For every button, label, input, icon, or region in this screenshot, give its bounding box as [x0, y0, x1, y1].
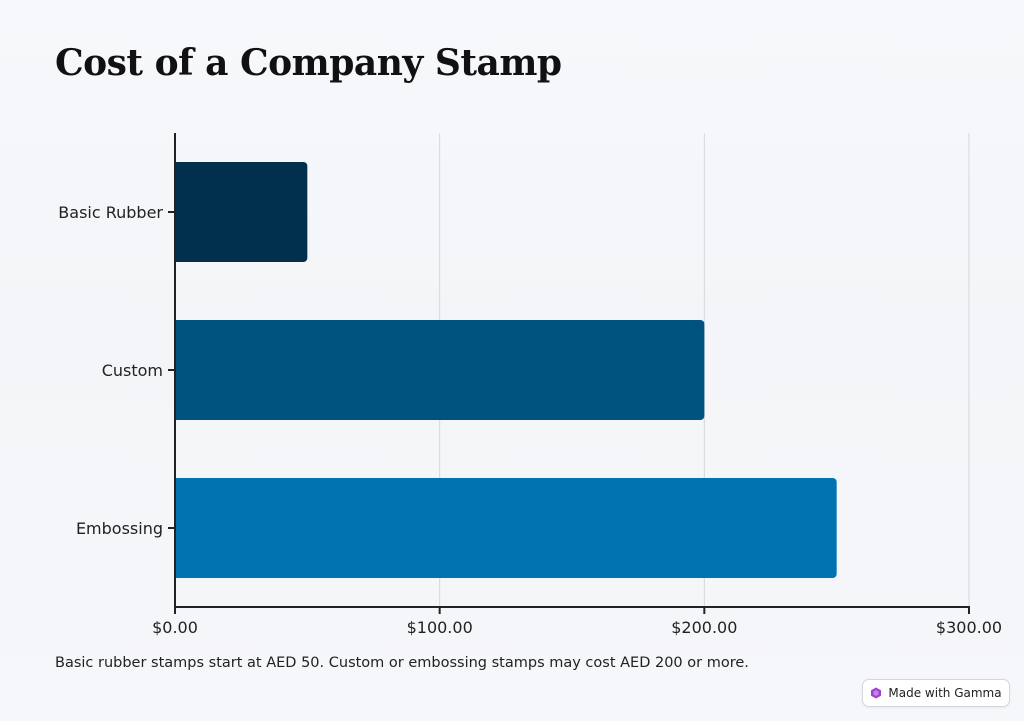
x-tick-label-0: $0.00 — [152, 618, 198, 637]
badge-label: Made with Gamma — [888, 686, 1002, 700]
bar-custom — [175, 320, 705, 420]
bar-basic-rubber — [175, 162, 308, 262]
made-with-gamma-badge[interactable]: Made with Gamma — [862, 679, 1010, 707]
x-tick-label-3: $300.00 — [936, 618, 1002, 637]
gamma-logo-icon — [871, 687, 882, 699]
y-tick-label-2: Embossing — [76, 519, 163, 538]
chart-caption: Basic rubber stamps start at AED 50. Cus… — [55, 655, 749, 671]
y-tick-label-1: Custom — [102, 361, 163, 380]
chart-title: Cost of a Company Stamp — [55, 42, 562, 84]
bar-chart: Basic Rubber Custom Embossing $0.00 $100.00 $… — [58, 133, 1002, 637]
bar-edge-1 — [175, 320, 181, 420]
bar-edge-2 — [175, 478, 181, 578]
bar-embossing — [175, 478, 837, 578]
y-tick-label-0: Basic Rubber — [58, 203, 163, 222]
bar-edge-0 — [175, 162, 181, 262]
x-tick-label-1: $100.00 — [407, 618, 473, 637]
x-tick-label-2: $200.00 — [671, 618, 737, 637]
